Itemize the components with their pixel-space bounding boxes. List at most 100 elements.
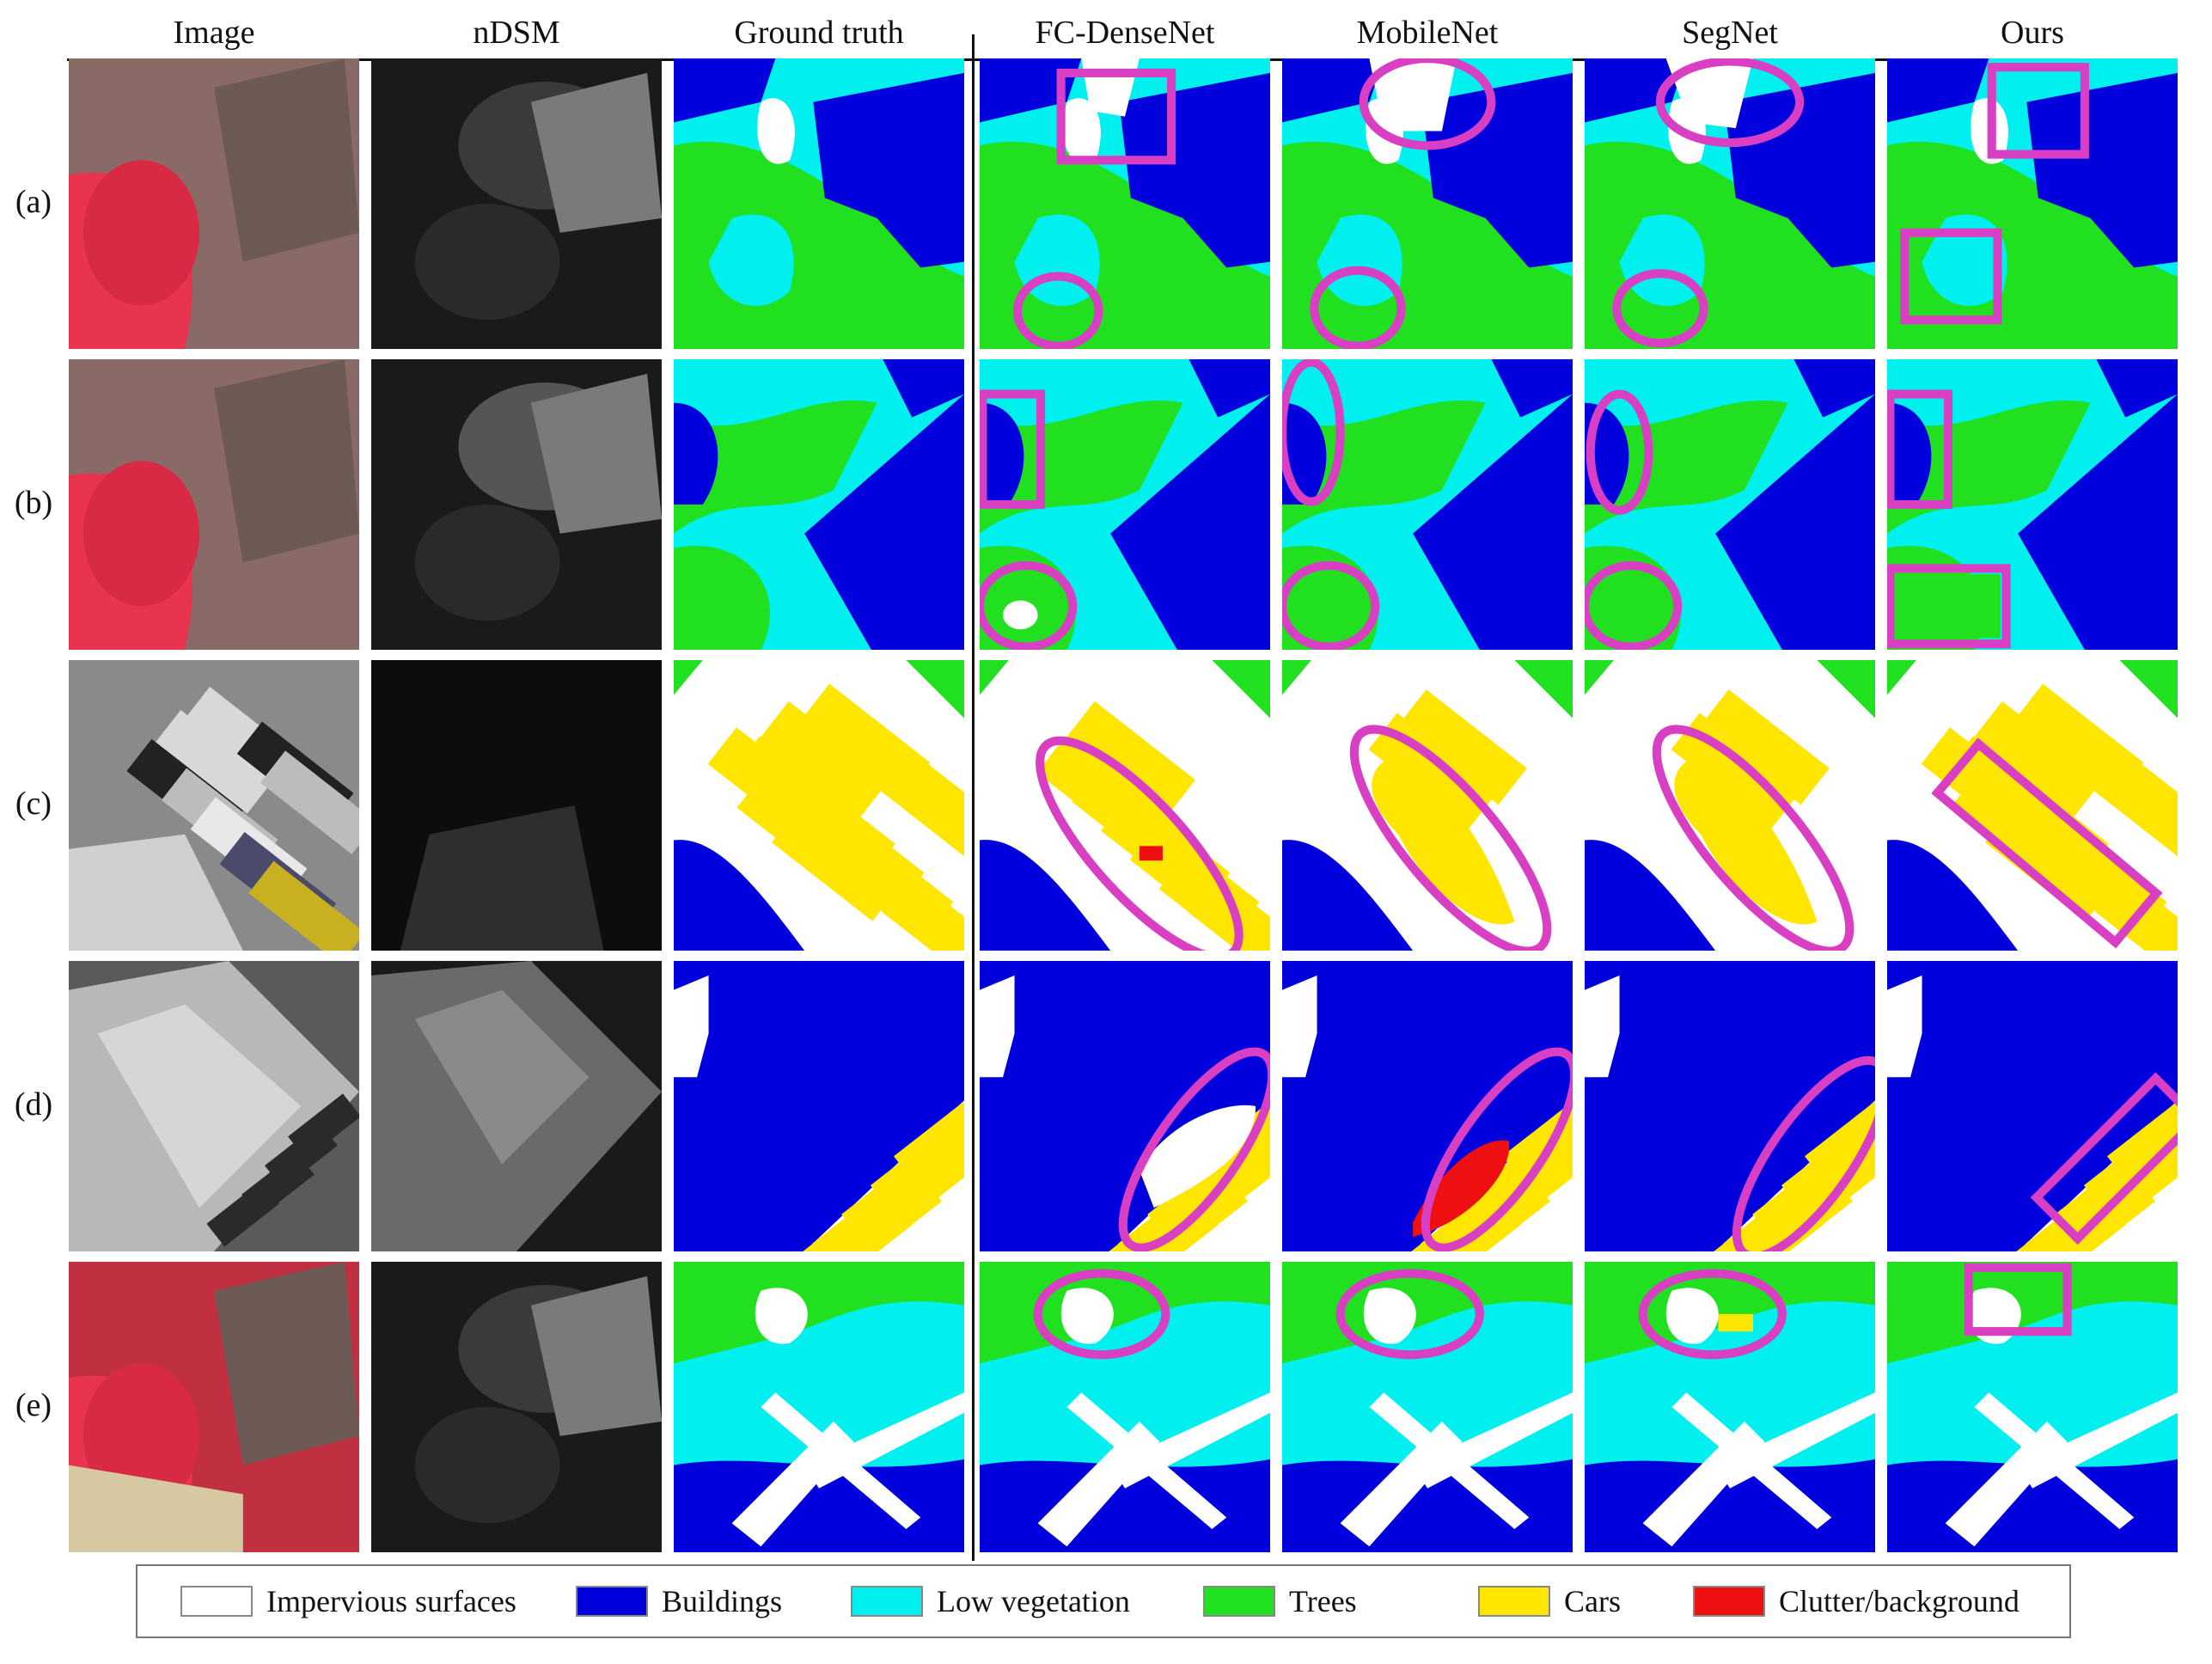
column-header-6: Ours — [2001, 15, 2064, 51]
image-map — [69, 58, 359, 349]
ground-truth-map — [674, 961, 964, 1251]
mobilenet-map — [1282, 961, 1573, 1251]
tile-fc-densenet-row-4 — [980, 1262, 1270, 1552]
legend-item-5: Clutter/background — [1693, 1566, 2020, 1636]
tile-segnet-row-4 — [1585, 1262, 1875, 1552]
ours-map — [1887, 359, 2178, 650]
segnet-map — [1585, 359, 1875, 650]
tile-mobilenet-row-0 — [1282, 58, 1573, 349]
tile-ndsm-row-2 — [371, 660, 662, 951]
tile-image-row-3 — [69, 961, 359, 1251]
row-label-2: (c) — [15, 786, 52, 822]
segnet-map — [1585, 660, 1875, 951]
column-header-5: SegNet — [1682, 15, 1778, 51]
ours-map — [1887, 961, 2178, 1251]
legend-swatch — [1478, 1586, 1550, 1617]
ground-truth-map — [674, 1262, 964, 1552]
tile-image-row-2 — [69, 660, 359, 951]
legend-item-1: Buildings — [576, 1566, 782, 1636]
tile-segnet-row-2 — [1585, 660, 1875, 951]
legend-swatch — [851, 1586, 923, 1617]
ndsm-map — [371, 359, 662, 650]
ours-map — [1887, 1262, 2178, 1552]
fc-densenet-map — [980, 58, 1270, 349]
tile-fc-densenet-row-3 — [980, 961, 1270, 1251]
tile-segnet-row-3 — [1585, 961, 1875, 1251]
tile-mobilenet-row-2 — [1282, 660, 1573, 951]
image-map — [69, 359, 359, 650]
mobilenet-map — [1282, 1262, 1573, 1552]
tile-mobilenet-row-3 — [1282, 961, 1573, 1251]
tile-image-row-0 — [69, 58, 359, 349]
column-header-0: Image — [173, 15, 255, 51]
legend-item-0: Impervious surfaces — [180, 1566, 516, 1636]
ground-truth-map — [674, 660, 964, 951]
tile-mobilenet-row-1 — [1282, 359, 1573, 650]
mobilenet-map — [1282, 660, 1573, 951]
column-header-3: FC-DenseNet — [1035, 15, 1215, 51]
tile-segnet-row-1 — [1585, 359, 1875, 650]
segnet-map — [1585, 1262, 1875, 1552]
legend-label: Cars — [1564, 1584, 1621, 1618]
tile-ground-truth-row-2 — [674, 660, 964, 951]
ground-truth-map — [674, 359, 964, 650]
column-header-1: nDSM — [473, 15, 560, 51]
ndsm-map — [371, 1262, 662, 1552]
tile-ground-truth-row-0 — [674, 58, 964, 349]
tile-ndsm-row-1 — [371, 359, 662, 650]
legend-swatch — [576, 1586, 648, 1617]
tile-ours-row-3 — [1887, 961, 2178, 1251]
fc-densenet-map — [980, 961, 1270, 1251]
legend-item-2: Low vegetation — [851, 1566, 1130, 1636]
legend-swatch — [1693, 1586, 1765, 1617]
tile-ours-row-2 — [1887, 660, 2178, 951]
legend-swatch — [1203, 1586, 1275, 1617]
tile-image-row-1 — [69, 359, 359, 650]
row-label-3: (d) — [14, 1086, 53, 1123]
fc-densenet-map — [980, 359, 1270, 650]
tile-image-row-4 — [69, 1262, 359, 1552]
legend-label: Clutter/background — [1779, 1584, 2020, 1618]
tile-ground-truth-row-1 — [674, 359, 964, 650]
legend-swatch — [180, 1586, 253, 1617]
ours-map — [1887, 660, 2178, 951]
segnet-map — [1585, 58, 1875, 349]
fc-densenet-map — [980, 1262, 1270, 1552]
tile-ours-row-1 — [1887, 359, 2178, 650]
tile-ndsm-row-4 — [371, 1262, 662, 1552]
image-map — [69, 660, 359, 951]
row-label-4: (e) — [15, 1387, 52, 1423]
ndsm-map — [371, 660, 662, 951]
mobilenet-map — [1282, 359, 1573, 650]
row-label-1: (b) — [14, 485, 53, 521]
image-map — [69, 1262, 359, 1552]
tile-segnet-row-0 — [1585, 58, 1875, 349]
fc-densenet-map — [980, 660, 1270, 951]
column-header-2: Ground truth — [734, 15, 904, 51]
ground-truth-map — [674, 58, 964, 349]
tile-ndsm-row-0 — [371, 58, 662, 349]
legend-label: Impervious surfaces — [266, 1584, 516, 1618]
legend: Impervious surfaces Buildings Low vegetati… — [136, 1564, 2071, 1638]
separator-rule — [972, 34, 975, 1561]
tile-ground-truth-row-4 — [674, 1262, 964, 1552]
image-map — [69, 961, 359, 1251]
ndsm-map — [371, 961, 662, 1251]
legend-label: Low vegetation — [937, 1584, 1130, 1618]
tile-ndsm-row-3 — [371, 961, 662, 1251]
tile-fc-densenet-row-0 — [980, 58, 1270, 349]
ours-map — [1887, 58, 2178, 349]
tile-mobilenet-row-4 — [1282, 1262, 1573, 1552]
ndsm-map — [371, 58, 662, 349]
legend-item-4: Cars — [1478, 1566, 1621, 1636]
tile-ours-row-4 — [1887, 1262, 2178, 1552]
legend-label: Buildings — [662, 1584, 783, 1618]
mobilenet-map — [1282, 58, 1573, 349]
row-label-0: (a) — [15, 184, 52, 220]
column-header-4: MobileNet — [1356, 15, 1499, 51]
segnet-map — [1585, 961, 1875, 1251]
tile-ours-row-0 — [1887, 58, 2178, 349]
legend-label: Trees — [1289, 1584, 1357, 1618]
legend-item-3: Trees — [1203, 1566, 1357, 1636]
